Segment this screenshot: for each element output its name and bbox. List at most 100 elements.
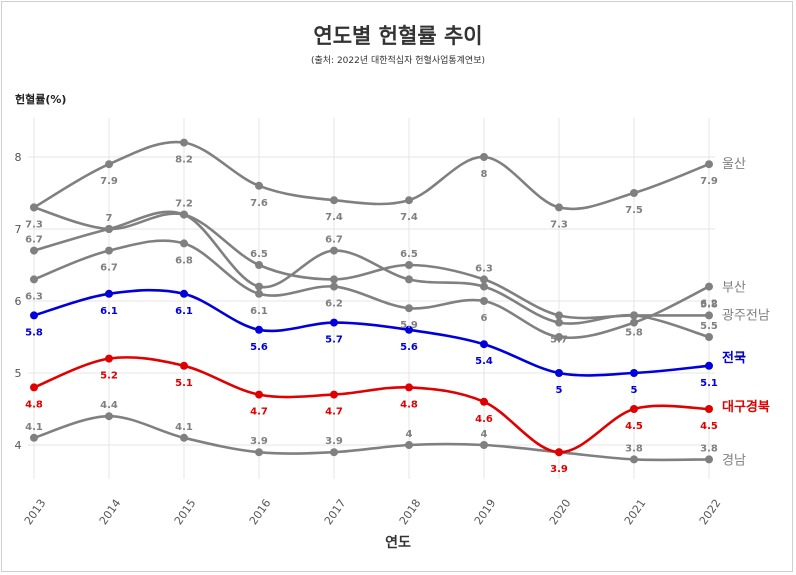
x-tick-label: 2022 [697, 497, 724, 527]
data-label: 4.7 [325, 407, 343, 418]
data-point-부산 [405, 304, 413, 313]
data-point-경남 [255, 448, 263, 457]
data-point-부산 [180, 239, 188, 248]
data-label: 3.8 [625, 443, 643, 454]
data-point-전북 [480, 282, 488, 291]
data-label: 7.5 [625, 205, 643, 216]
data-label: 5.7 [550, 335, 568, 346]
data-label: 5.1 [175, 378, 193, 389]
series-end-label: 부산 [722, 281, 746, 296]
data-label: 7.4 [400, 212, 418, 223]
data-label: 3.9 [550, 464, 568, 475]
data-label: 6.2 [700, 299, 718, 310]
data-point-광주전남 [555, 311, 563, 320]
data-point-경남 [405, 441, 413, 449]
data-label: 7.4 [325, 212, 343, 223]
data-point-대구경북 [330, 390, 338, 399]
chart-title: 연도별 헌혈률 추이 [313, 24, 483, 48]
data-label: 4.5 [700, 421, 718, 432]
data-point-광주전남 [330, 275, 338, 284]
data-point-광주전남 [705, 311, 713, 320]
data-label: 4 [406, 429, 413, 440]
data-label: 7.3 [25, 219, 43, 230]
data-label: 6.1 [175, 306, 193, 317]
x-tick-label: 2019 [472, 497, 499, 527]
data-point-전북 [630, 311, 638, 320]
series-end-label: 대구경북 [722, 399, 770, 415]
data-point-대구경북 [630, 405, 638, 413]
y-tick-label: 5 [15, 367, 22, 380]
data-point-울산 [105, 160, 113, 169]
data-point-전북 [255, 282, 263, 291]
data-label: 6 [481, 313, 488, 324]
data-point-경남 [30, 433, 38, 442]
y-tick-label: 6 [15, 295, 22, 308]
data-label: 6.5 [250, 249, 268, 260]
data-label: 5 [631, 385, 638, 396]
data-label: 5.5 [700, 321, 718, 332]
data-label: 7.9 [100, 176, 118, 187]
x-tick-label: 2016 [247, 497, 274, 527]
data-label: 6.7 [100, 263, 118, 274]
data-point-대구경북 [705, 405, 713, 413]
series-line-전국 [32, 288, 711, 377]
data-point-울산 [405, 196, 413, 205]
x-tick-label: 2015 [172, 497, 199, 527]
data-point-부산 [330, 282, 338, 291]
data-point-대구경북 [30, 383, 38, 392]
data-point-전북 [105, 225, 113, 233]
data-label: 7.2 [175, 199, 193, 210]
data-label: 5.7 [325, 335, 343, 346]
data-label: 7.6 [250, 198, 268, 209]
data-point-전국 [555, 369, 563, 377]
series-line-경남 [32, 414, 711, 462]
data-point-경남 [330, 448, 338, 457]
data-label: 6.3 [475, 263, 493, 274]
data-point-울산 [555, 203, 563, 212]
data-point-경남 [630, 455, 638, 464]
y-tick-label: 4 [15, 439, 22, 452]
data-label: 4.1 [25, 422, 43, 433]
data-point-대구경북 [405, 383, 413, 392]
data-label: 8.2 [175, 155, 193, 166]
data-point-대구경북 [180, 361, 188, 370]
data-label: 6.2 [325, 299, 343, 310]
data-point-경남 [105, 412, 113, 421]
data-point-전북 [180, 210, 188, 219]
data-label: 4.4 [100, 400, 118, 411]
data-point-광주전남 [405, 261, 413, 269]
x-tick-label: 2017 [322, 497, 349, 527]
data-label: 5.4 [475, 356, 493, 367]
data-point-전국 [705, 361, 713, 370]
data-point-울산 [180, 138, 188, 147]
data-label: 5.8 [700, 299, 718, 310]
data-point-대구경북 [480, 397, 488, 406]
data-point-울산 [330, 196, 338, 205]
data-label: 3.8 [700, 443, 718, 454]
data-point-전북 [405, 275, 413, 284]
data-label: 4.5 [625, 421, 643, 432]
series-end-label: 전북 [722, 351, 746, 366]
x-tick-label: 2014 [97, 497, 124, 527]
series-line-울산 [32, 140, 711, 211]
data-point-경남 [480, 441, 488, 449]
data-label: 7 [106, 213, 113, 224]
data-label: 5.9 [400, 320, 418, 331]
data-point-전국 [105, 289, 113, 298]
series-line-부산 [32, 239, 711, 340]
data-point-울산 [480, 153, 488, 161]
series-line-전북 [32, 210, 711, 339]
series-end-label: 광주전남 [722, 308, 770, 323]
data-label: 4.8 [400, 399, 418, 410]
data-point-전국 [405, 325, 413, 334]
x-tick-label: 2013 [22, 497, 49, 527]
data-label: 4.8 [25, 399, 43, 410]
x-tick-label: 2020 [547, 497, 574, 527]
data-point-광주전남 [30, 203, 38, 212]
y-tick-label: 7 [15, 223, 22, 236]
data-label: 5.6 [400, 342, 418, 353]
data-point-경남 [705, 455, 713, 464]
data-label: 4 [481, 429, 488, 440]
x-tick-label: 2021 [622, 497, 649, 527]
